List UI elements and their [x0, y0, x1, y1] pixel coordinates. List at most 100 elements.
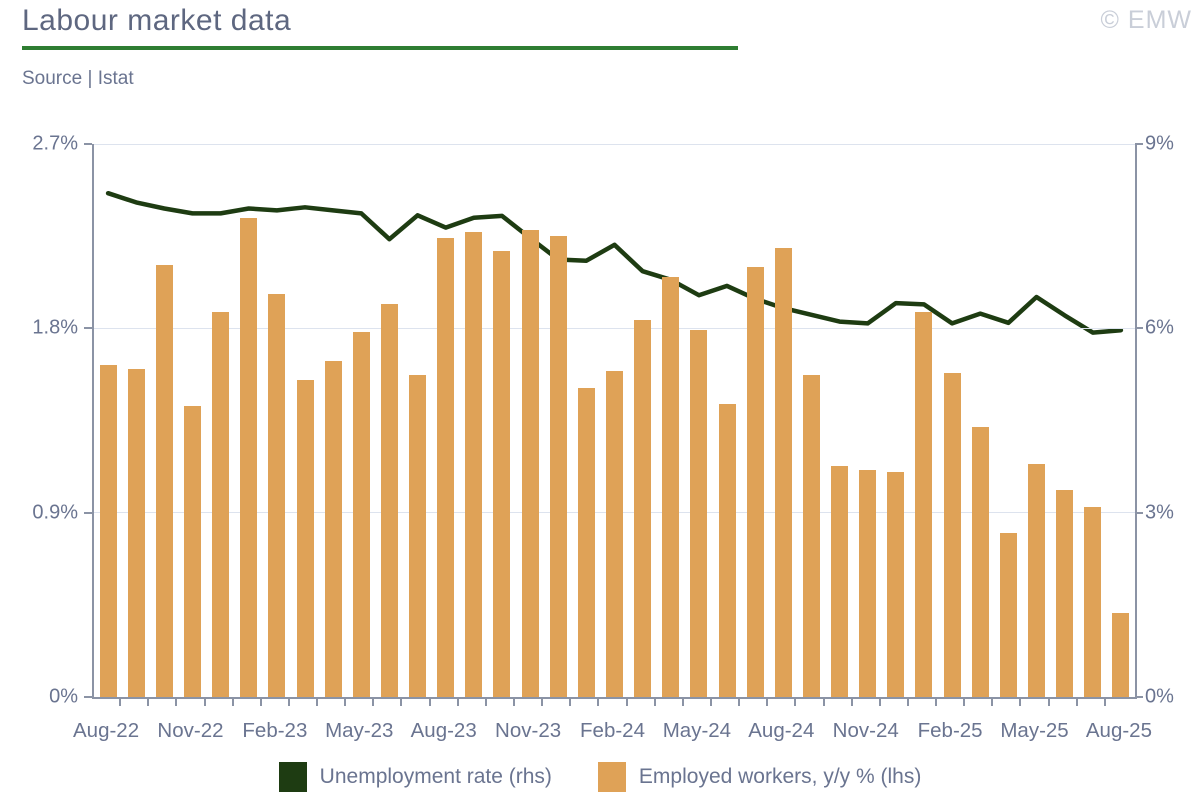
bar-Aug-23	[437, 238, 455, 697]
y-axis-label-right: 9%	[1145, 132, 1174, 155]
x-axis-tick	[344, 699, 347, 706]
x-axis-label: Nov-24	[832, 719, 899, 742]
x-axis-tick	[1075, 699, 1078, 706]
bar-Jun-25	[1056, 490, 1074, 697]
x-axis-tick	[569, 699, 572, 706]
x-axis-tick	[1103, 699, 1106, 706]
legend-label: Unemployment rate (rhs)	[319, 765, 552, 788]
x-axis-tick	[513, 699, 516, 706]
x-axis-label: Nov-23	[495, 719, 562, 742]
unemployment-line	[105, 190, 1124, 335]
bar-Dec-22	[212, 311, 230, 697]
legend-label: Employed workers, y/y % (lhs)	[638, 765, 922, 788]
bar-Jul-25	[1084, 506, 1102, 697]
employed-swatch-icon	[597, 762, 626, 792]
bar-Jan-25	[915, 311, 933, 697]
x-axis-tick	[653, 699, 656, 706]
x-axis-tick	[456, 699, 459, 706]
x-axis-tick	[1047, 699, 1050, 706]
x-axis-tick	[681, 699, 684, 706]
bar-Jul-24	[746, 266, 764, 697]
left-axis-tick	[84, 696, 92, 698]
x-axis-tick	[400, 699, 403, 706]
x-axis-label: Aug-22	[73, 719, 140, 742]
x-axis-tick	[119, 699, 122, 706]
x-axis-tick	[625, 699, 628, 706]
bar-Jan-24	[577, 387, 595, 697]
left-axis-tick	[84, 511, 92, 514]
x-axis-label: May-23	[325, 719, 394, 742]
x-axis-label: Aug-23	[410, 719, 477, 742]
bar-Mar-24	[634, 320, 652, 697]
bar-Nov-23	[521, 230, 539, 697]
x-axis-tick	[1019, 699, 1022, 706]
x-axis-label: Aug-25	[1085, 719, 1152, 742]
left-axis-tick	[84, 143, 92, 145]
x-axis-tick	[372, 699, 375, 706]
y-axis-label-left: 2.7%	[32, 132, 78, 155]
x-axis-label: May-25	[1000, 719, 1069, 742]
source-caption: Source | Istat	[22, 68, 134, 89]
x-axis-label: Aug-24	[748, 719, 815, 742]
bar-Feb-24	[606, 371, 623, 697]
bar-Jul-23	[409, 375, 427, 697]
bar-Jun-23	[380, 303, 398, 697]
title-underline	[22, 46, 738, 50]
line-layer	[105, 190, 1124, 335]
x-axis-tick	[175, 699, 178, 706]
bar-Aug-25	[1112, 613, 1130, 697]
x-axis-tick	[963, 699, 966, 706]
unemployment-swatch-icon	[278, 762, 307, 792]
left-axis-tick	[84, 327, 92, 330]
copyright-watermark: © EMW	[1100, 6, 1192, 34]
right-axis-tick	[1135, 327, 1143, 330]
right-axis-tick	[1135, 511, 1143, 514]
x-axis-tick	[878, 699, 881, 706]
x-axis-tick	[906, 699, 909, 706]
x-axis-label: Feb-23	[242, 719, 308, 742]
bar-Mar-23	[296, 379, 314, 697]
bar-Oct-24	[831, 465, 849, 697]
bar-Jan-23	[240, 217, 258, 697]
x-axis-tick	[935, 699, 938, 706]
gridline	[94, 143, 1135, 145]
y-axis-label-right: 6%	[1145, 316, 1174, 339]
bar-Dec-24	[887, 471, 905, 697]
y-axis-label-left: 0%	[49, 685, 78, 708]
bar-May-25	[1028, 463, 1046, 697]
bar-Apr-25	[999, 533, 1017, 697]
x-axis-tick	[316, 699, 319, 706]
y-axis-label-right: 3%	[1145, 501, 1174, 524]
bar-Nov-22	[183, 406, 201, 697]
x-axis-tick	[738, 699, 741, 706]
x-axis-label: Feb-24	[580, 719, 645, 742]
chart-legend: Unemployment rate (rhs) Employed workers…	[0, 762, 1200, 792]
x-axis-tick	[428, 699, 431, 706]
y-axis-label-left: 0.9%	[32, 501, 78, 524]
right-axis-tick	[1135, 143, 1143, 145]
x-axis-tick	[991, 699, 994, 706]
bar-Sep-24	[802, 375, 820, 697]
x-axis-label: Nov-22	[157, 719, 224, 742]
x-axis-tick	[287, 699, 290, 706]
bar-Apr-23	[324, 361, 342, 697]
bar-Dec-23	[549, 236, 567, 697]
x-axis-tick	[597, 699, 600, 706]
x-axis-tick	[822, 699, 825, 706]
bar-Sep-23	[465, 232, 483, 697]
x-axis-label: Feb-25	[917, 719, 983, 742]
bar-Jun-24	[718, 404, 736, 697]
bar-Aug-24	[774, 248, 792, 697]
plot-area	[92, 143, 1137, 699]
x-axis-tick	[709, 699, 712, 706]
legend-item-unemployment: Unemployment rate (rhs)	[278, 762, 552, 792]
bar-Oct-23	[493, 250, 511, 697]
legend-item-employed: Employed workers, y/y % (lhs)	[597, 762, 922, 792]
bar-Oct-22	[155, 264, 173, 697]
x-axis-tick	[147, 699, 150, 706]
bar-May-23	[352, 332, 370, 697]
x-axis-label: May-24	[662, 719, 732, 742]
x-axis-tick	[766, 699, 769, 706]
bar-May-24	[690, 330, 708, 697]
